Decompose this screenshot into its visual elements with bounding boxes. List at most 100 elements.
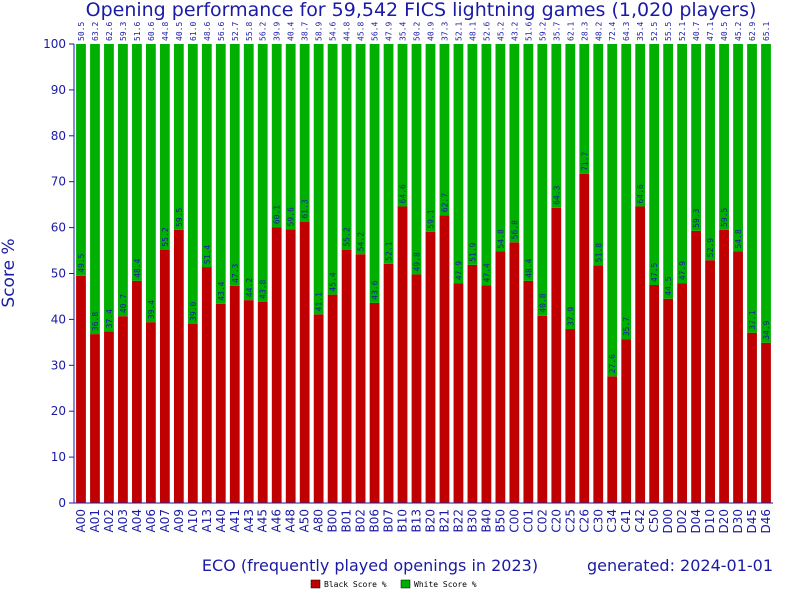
x-tick-label-C50: C50 xyxy=(647,509,661,533)
data-label-black-A09: 59.5 xyxy=(175,207,184,226)
bar-white-C34 xyxy=(607,44,618,377)
data-label-black-A46: 60.1 xyxy=(273,205,282,224)
bar-black-A07 xyxy=(159,249,170,503)
y-tick-label: 100 xyxy=(43,37,66,51)
bar-white-C00 xyxy=(509,44,520,243)
data-label-black-B02: 54.2 xyxy=(357,232,366,251)
x-tick-label-B10: B10 xyxy=(396,509,410,533)
bar-black-A80 xyxy=(313,314,324,503)
bar-black-C34 xyxy=(607,376,618,503)
x-tick-label-A10: A10 xyxy=(186,509,200,532)
bar-white-C25 xyxy=(565,44,576,330)
data-label-white-A80: 58.9 xyxy=(315,22,324,41)
x-tick-label-A06: A06 xyxy=(144,509,158,532)
bar-white-B22 xyxy=(453,44,464,284)
data-label-white-C01: 51.6 xyxy=(524,22,533,41)
x-tick-label-B50: B50 xyxy=(493,509,507,533)
bar-black-B22 xyxy=(453,283,464,503)
data-label-black-B06: 43.6 xyxy=(371,280,380,299)
data-label-black-D02: 47.9 xyxy=(678,261,687,280)
bar-white-B50 xyxy=(495,44,506,252)
data-label-white-D30: 45.2 xyxy=(734,22,743,41)
x-tick-label-A13: A13 xyxy=(200,509,214,532)
y-tick-label: 10 xyxy=(51,450,66,464)
bar-white-A50 xyxy=(299,44,310,222)
legend: Black Score % White Score % xyxy=(310,579,477,589)
bar-white-A41 xyxy=(229,44,240,286)
data-label-black-A02: 37.4 xyxy=(105,309,114,328)
bar-black-B21 xyxy=(439,215,450,503)
data-label-white-A03: 59.3 xyxy=(119,22,128,41)
x-tick-label-C26: C26 xyxy=(577,509,591,533)
data-label-white-C34: 72.4 xyxy=(608,22,617,41)
data-label-white-B13: 50.2 xyxy=(413,22,422,41)
bar-black-A10 xyxy=(187,323,198,503)
x-axis-title: ECO (frequently played openings in 2023) xyxy=(202,556,538,575)
x-tick-label-A50: A50 xyxy=(298,509,312,532)
data-label-black-D30: 54.8 xyxy=(734,229,743,248)
data-label-black-D10: 52.9 xyxy=(706,238,715,257)
bar-white-A04 xyxy=(132,44,142,281)
data-label-white-C25: 62.1 xyxy=(566,22,575,41)
data-label-black-B00: 45.4 xyxy=(329,272,338,291)
y-tick-label: 50 xyxy=(51,267,66,281)
bar-black-C20 xyxy=(551,207,562,503)
bar-black-B50 xyxy=(495,251,506,503)
x-tick-label-D46: D46 xyxy=(759,509,773,534)
data-label-white-B20: 40.9 xyxy=(426,22,435,41)
data-label-black-B30: 51.9 xyxy=(468,242,477,261)
bar-white-D45 xyxy=(747,44,757,333)
x-tick-label-B20: B20 xyxy=(423,509,437,533)
data-label-black-A00: 49.5 xyxy=(77,253,86,272)
x-tick-label-D04: D04 xyxy=(689,509,703,534)
data-label-black-D45: 37.1 xyxy=(748,310,757,329)
data-label-white-A13: 48.6 xyxy=(203,22,212,41)
bar-white-A80 xyxy=(313,44,324,315)
bar-black-C41 xyxy=(621,339,632,503)
bar-white-D04 xyxy=(691,44,702,231)
data-label-white-B40: 52.6 xyxy=(482,22,491,41)
data-label-white-B22: 52.1 xyxy=(454,22,463,41)
x-tick-label-A45: A45 xyxy=(256,509,270,532)
bar-black-A04 xyxy=(132,280,142,503)
data-label-white-A07: 44.8 xyxy=(161,22,170,41)
data-label-black-C25: 37.9 xyxy=(566,307,575,326)
data-label-black-D00: 44.5 xyxy=(664,276,673,295)
bar-black-C26 xyxy=(579,173,590,503)
data-label-white-A48: 40.4 xyxy=(287,22,296,41)
x-tick-label-A03: A03 xyxy=(116,509,130,532)
bar-black-B02 xyxy=(355,254,366,503)
data-label-black-A50: 61.3 xyxy=(301,199,310,218)
bar-white-C20 xyxy=(551,44,562,208)
data-label-black-A06: 39.4 xyxy=(147,300,156,319)
data-label-white-A40: 56.6 xyxy=(217,22,226,41)
bar-white-A00 xyxy=(76,44,86,276)
bar-white-A40 xyxy=(215,44,226,304)
bar-white-B30 xyxy=(467,44,478,265)
bar-white-B00 xyxy=(327,44,338,295)
bar-white-A46 xyxy=(271,44,282,228)
data-label-black-D46: 34.9 xyxy=(762,320,771,339)
data-label-white-A41: 52.7 xyxy=(231,22,240,41)
bar-white-A01 xyxy=(90,44,100,335)
data-label-black-C41: 35.7 xyxy=(622,317,631,336)
data-label-black-A43: 44.2 xyxy=(245,278,254,297)
bar-black-D00 xyxy=(663,298,674,503)
bar-white-C01 xyxy=(523,44,534,281)
bar-white-B06 xyxy=(369,44,380,303)
bar-black-A00 xyxy=(76,275,86,503)
x-tick-label-B01: B01 xyxy=(340,509,354,533)
bar-black-B00 xyxy=(327,294,338,503)
x-tick-label-C34: C34 xyxy=(605,509,619,533)
data-label-black-B13: 49.8 xyxy=(413,252,422,271)
x-tick-label-A01: A01 xyxy=(88,509,102,532)
x-tick-label-D02: D02 xyxy=(675,509,689,534)
data-label-black-A45: 43.8 xyxy=(259,280,268,299)
y-tick-label: 70 xyxy=(51,175,66,189)
data-label-white-C50: 52.5 xyxy=(650,22,659,41)
data-label-white-A04: 51.6 xyxy=(133,22,142,41)
data-label-white-A02: 62.6 xyxy=(105,22,114,41)
data-label-white-B10: 35.4 xyxy=(399,22,408,41)
bar-white-C02 xyxy=(537,44,548,316)
data-label-black-A13: 51.4 xyxy=(203,245,212,264)
